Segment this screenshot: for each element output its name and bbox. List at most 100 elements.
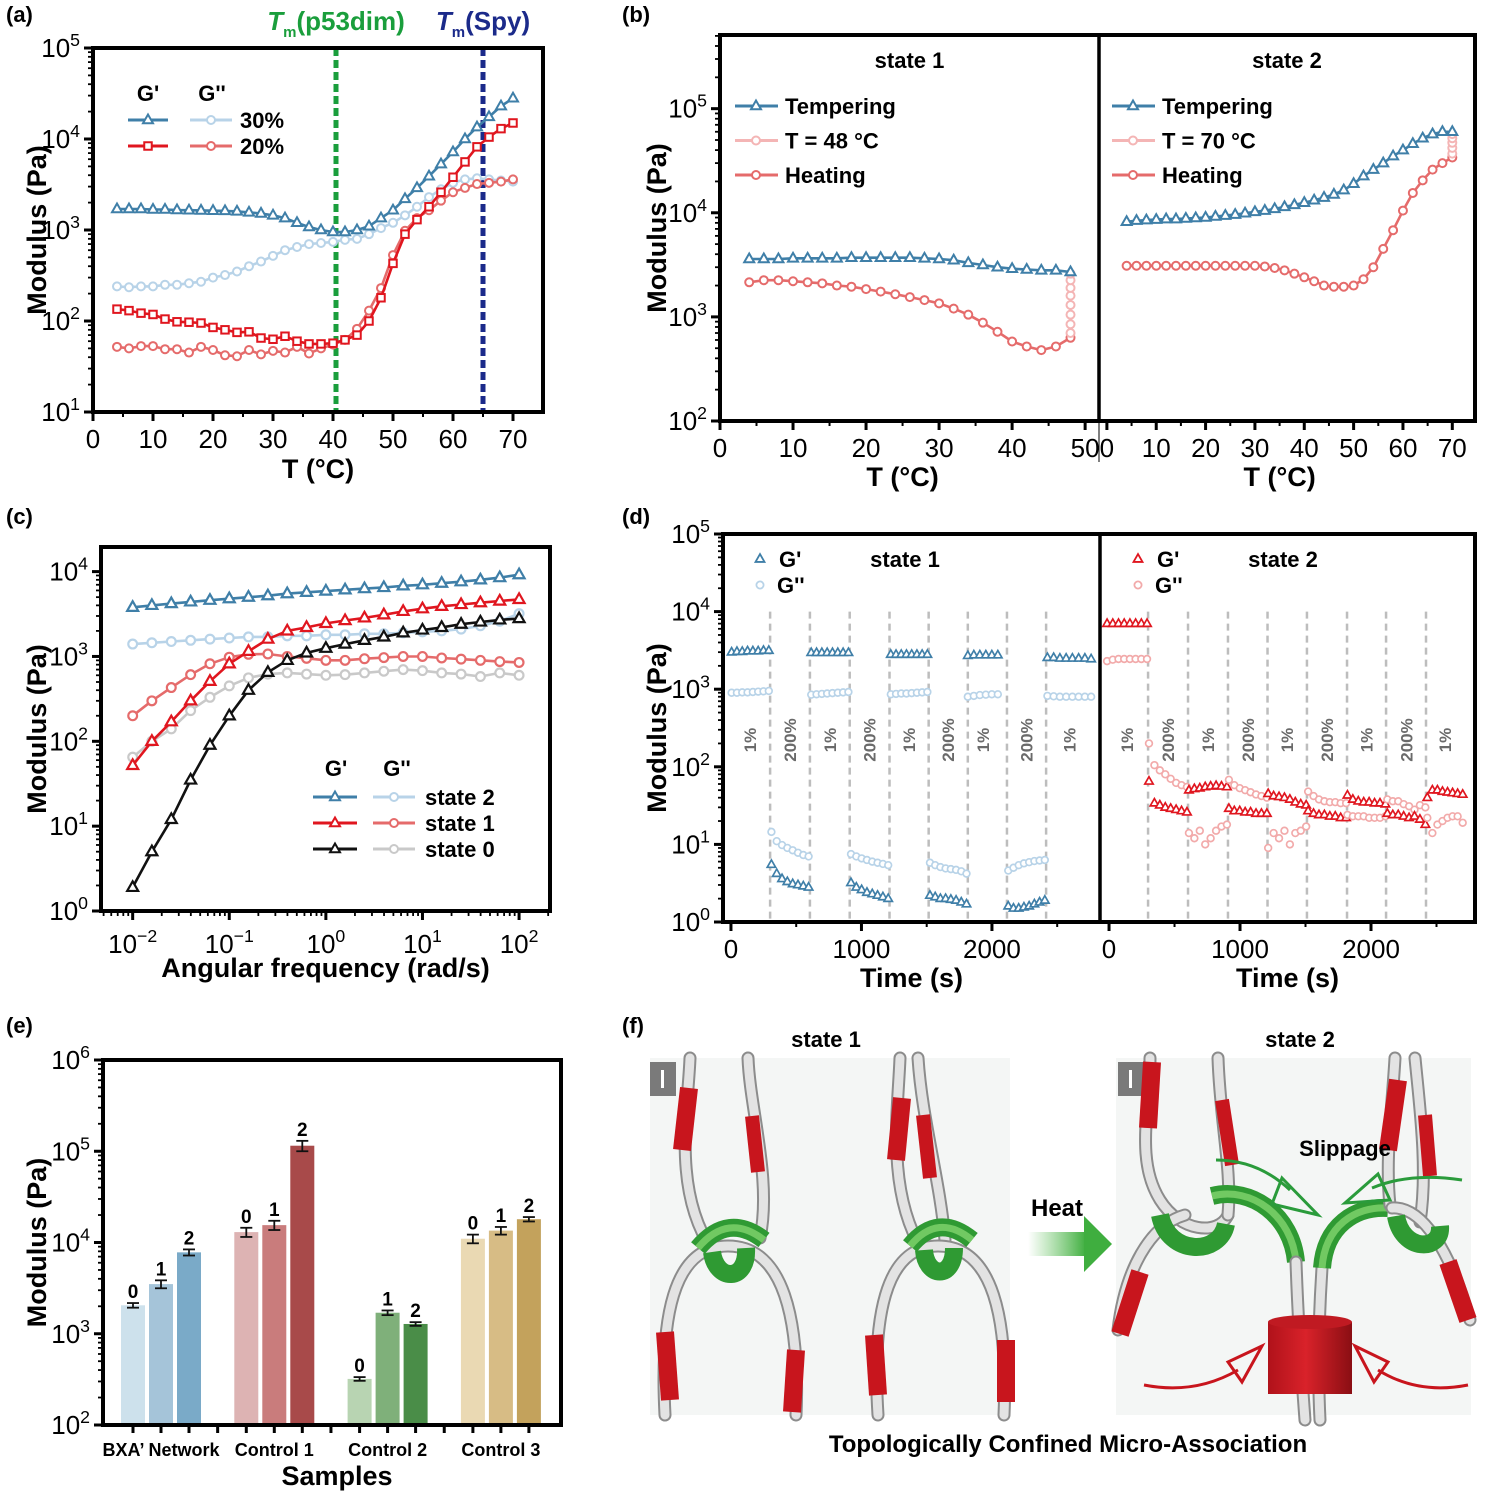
data-point xyxy=(1437,158,1448,169)
data-point xyxy=(241,643,256,656)
data-point xyxy=(496,176,506,187)
x-tick-label-superscript: −1 xyxy=(234,926,254,946)
tm-symbol: T xyxy=(436,6,454,36)
data-point xyxy=(320,654,332,666)
data-point xyxy=(873,250,888,262)
data-point xyxy=(268,345,278,356)
data-point xyxy=(859,250,873,262)
loss-modulus-point xyxy=(1211,826,1221,835)
legend-header: G' xyxy=(137,81,159,106)
strain-label: 200% xyxy=(1239,718,1258,761)
storage-modulus-point xyxy=(771,867,783,878)
storage-modulus-point xyxy=(1347,793,1359,803)
segment-1pct: 1% xyxy=(1262,728,1312,853)
data-point xyxy=(220,270,230,281)
storage-modulus-point xyxy=(850,880,862,891)
storage-modulus-point xyxy=(781,875,794,886)
data-point xyxy=(1220,260,1231,271)
loss-modulus-point xyxy=(1184,828,1194,838)
strain-label: 200% xyxy=(781,718,800,761)
segment-1pct: 1% xyxy=(1041,651,1097,753)
data-point xyxy=(424,202,434,212)
data-point xyxy=(963,309,974,320)
data-point xyxy=(254,205,268,218)
data-point xyxy=(513,669,525,681)
series-line xyxy=(116,121,514,346)
data-point xyxy=(196,341,206,352)
storage-modulus-point xyxy=(776,872,788,883)
data-point xyxy=(1378,243,1389,254)
data-point xyxy=(511,610,527,624)
legend-label: G' xyxy=(1157,547,1179,572)
strain-label: 1% xyxy=(974,728,993,753)
legend-marker xyxy=(389,792,399,802)
data-point xyxy=(1019,262,1034,274)
data-point xyxy=(1050,341,1061,352)
storage-modulus-point xyxy=(1085,652,1097,663)
state2-network xyxy=(1111,1051,1477,1427)
y-tick-label: 104 xyxy=(49,554,88,587)
data-point xyxy=(320,629,332,641)
data-point xyxy=(771,251,786,264)
legend: G' G'' 30%20% xyxy=(128,81,284,159)
data-point xyxy=(268,334,278,345)
legend-marker xyxy=(1128,170,1138,180)
data-point xyxy=(148,341,158,352)
panel-c: (c)10−2 10−1 100 101 102100101102103104Modul… xyxy=(6,504,552,983)
legend-marker xyxy=(328,841,342,854)
data-point xyxy=(1267,201,1282,214)
data-point xyxy=(358,653,370,665)
segment-200pct: 200% xyxy=(845,718,894,903)
y-tick-label-superscript: 1 xyxy=(78,808,88,828)
data-point xyxy=(184,278,194,289)
data-point xyxy=(400,210,410,221)
data-point xyxy=(280,347,290,358)
scale-badge-icon xyxy=(650,1062,676,1096)
segment-1pct: 1% xyxy=(1183,728,1233,849)
data-point xyxy=(1279,265,1290,276)
category-label: BXA’ Network xyxy=(102,1440,220,1460)
y-tick-label: 102 xyxy=(668,403,707,436)
data-point xyxy=(376,628,392,642)
panel-label: (e) xyxy=(6,1013,33,1038)
x-tick-label: 60 xyxy=(1388,433,1417,463)
legend-label: state 0 xyxy=(425,837,495,862)
legend-header: G' xyxy=(325,756,347,781)
data-point xyxy=(436,667,448,679)
data-point xyxy=(125,757,141,771)
x-tick-label-superscript: 1 xyxy=(432,926,442,946)
storage-modulus-point xyxy=(1329,810,1341,820)
bar xyxy=(149,1284,173,1425)
x-tick-label: 0 xyxy=(1102,934,1116,964)
subplot-title: state 2 xyxy=(1252,48,1322,73)
subplot-title: state 1 xyxy=(875,48,945,73)
data-point xyxy=(146,695,158,707)
x-tick-label: 70 xyxy=(1438,433,1467,463)
strain-label: 1% xyxy=(1060,728,1079,753)
data-point xyxy=(861,284,872,295)
data-point xyxy=(160,279,170,290)
loss-modulus-point xyxy=(844,687,853,697)
data-point xyxy=(460,157,470,167)
data-point xyxy=(292,336,302,346)
data-point xyxy=(1299,272,1310,283)
y-tick-label-superscript: 0 xyxy=(78,893,88,913)
data-point xyxy=(204,691,216,703)
compression-arrow-right-icon xyxy=(1351,1342,1469,1390)
data-point xyxy=(934,298,945,309)
data-point xyxy=(165,682,177,694)
x-tick-label-superscript: 0 xyxy=(335,926,345,946)
data-point xyxy=(241,588,256,602)
data-point xyxy=(220,350,230,361)
segment-200pct: 200% xyxy=(1143,718,1193,816)
y-axis-title: Modulus (Pa) xyxy=(642,143,672,313)
data-point xyxy=(281,667,293,679)
x-tick-label: 2000 xyxy=(1342,934,1400,964)
slippage-arrow-right-icon xyxy=(1340,1171,1463,1205)
data-point xyxy=(453,573,469,587)
data-point xyxy=(299,644,314,658)
data-point xyxy=(1036,345,1047,356)
data-point xyxy=(1210,260,1221,271)
storage-modulus-point xyxy=(1002,899,1014,910)
